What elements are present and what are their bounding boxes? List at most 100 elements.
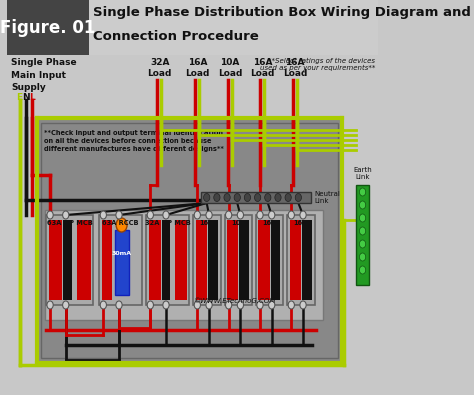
Bar [162, 220, 170, 300]
Bar [48, 220, 62, 300]
Circle shape [257, 211, 263, 219]
Text: 16A: 16A [262, 220, 276, 226]
Circle shape [206, 301, 212, 309]
Circle shape [359, 214, 366, 222]
Bar [302, 220, 312, 300]
Bar [46, 215, 93, 305]
Text: 16A: 16A [200, 220, 214, 226]
Circle shape [359, 201, 366, 209]
Circle shape [226, 301, 232, 309]
Bar [175, 220, 187, 300]
Circle shape [275, 194, 281, 201]
Bar [63, 220, 73, 300]
Circle shape [255, 194, 261, 201]
Text: 32A
Load: 32A Load [147, 58, 172, 78]
Bar [146, 215, 190, 305]
Bar [115, 230, 128, 295]
Circle shape [237, 211, 244, 219]
Circle shape [288, 211, 294, 219]
Text: ©WWW.ETechnoG.COM: ©WWW.ETechnoG.COM [193, 298, 275, 304]
Text: 63A RCCB: 63A RCCB [102, 220, 139, 226]
Circle shape [264, 194, 271, 201]
Circle shape [116, 211, 122, 219]
Circle shape [288, 301, 294, 309]
Circle shape [206, 211, 212, 219]
Circle shape [116, 301, 122, 309]
Circle shape [359, 266, 366, 274]
Circle shape [147, 301, 154, 309]
Circle shape [194, 301, 201, 309]
Circle shape [224, 194, 230, 201]
Text: Connection Procedure: Connection Procedure [93, 30, 259, 43]
Bar [7, 0, 378, 55]
Text: 10A
Load: 10A Load [218, 58, 242, 78]
Circle shape [63, 211, 69, 219]
Text: L: L [29, 93, 35, 102]
Bar [149, 220, 161, 300]
Bar [193, 215, 221, 305]
Text: 16A
Load: 16A Load [283, 58, 308, 78]
Bar [45, 210, 323, 320]
Text: 30mA: 30mA [111, 250, 132, 256]
Bar [256, 215, 283, 305]
Circle shape [163, 301, 169, 309]
Circle shape [163, 211, 169, 219]
Bar [208, 220, 218, 300]
Circle shape [100, 301, 107, 309]
Bar [356, 185, 369, 285]
Circle shape [194, 211, 201, 219]
Circle shape [244, 194, 251, 201]
Circle shape [300, 301, 306, 309]
Bar [77, 220, 91, 300]
Circle shape [116, 218, 127, 232]
Circle shape [100, 211, 107, 219]
Circle shape [214, 194, 220, 201]
Text: Single Phase
Main Input
Supply: Single Phase Main Input Supply [11, 58, 76, 92]
Text: 16A: 16A [293, 220, 308, 226]
Circle shape [285, 194, 292, 201]
Bar [196, 220, 207, 300]
Circle shape [226, 211, 232, 219]
Text: 16A
Load: 16A Load [250, 58, 274, 78]
Circle shape [257, 301, 263, 309]
Circle shape [203, 194, 210, 201]
Circle shape [300, 211, 306, 219]
Circle shape [359, 253, 366, 261]
Text: **Check input and output terminal identification
on all the devices before conne: **Check input and output terminal identi… [44, 130, 224, 152]
Text: Neutral
Link: Neutral Link [314, 191, 340, 204]
Text: E: E [17, 93, 23, 102]
Circle shape [269, 211, 275, 219]
Circle shape [63, 301, 69, 309]
Text: 63A DP MCB: 63A DP MCB [47, 220, 92, 226]
Bar [41, 123, 338, 358]
Bar [239, 220, 249, 300]
Circle shape [234, 194, 240, 201]
Circle shape [237, 301, 244, 309]
Bar [258, 220, 270, 300]
Circle shape [47, 211, 53, 219]
Text: 10A: 10A [231, 220, 245, 226]
Bar [225, 215, 252, 305]
Bar [290, 220, 301, 300]
Text: Figure. 01: Figure. 01 [0, 19, 96, 36]
Text: Single Phase Distribution Box Wiring Diagram and: Single Phase Distribution Box Wiring Dia… [93, 6, 471, 19]
Bar [271, 220, 280, 300]
Circle shape [147, 211, 154, 219]
Text: 16A
Load: 16A Load [185, 58, 210, 78]
Circle shape [295, 194, 301, 201]
Bar [201, 192, 311, 203]
Bar [100, 215, 143, 305]
Text: 32A DP MCB: 32A DP MCB [145, 220, 191, 226]
Text: **Select ratings of the devices
used as per your requirements**: **Select ratings of the devices used as … [260, 58, 375, 71]
Circle shape [47, 301, 53, 309]
Bar [287, 215, 315, 305]
Circle shape [269, 301, 275, 309]
Circle shape [359, 188, 366, 196]
Circle shape [359, 240, 366, 248]
Bar [102, 220, 112, 300]
Text: N: N [22, 93, 29, 102]
Text: Earth
Link: Earth Link [353, 167, 372, 180]
Circle shape [359, 227, 366, 235]
Bar [227, 220, 238, 300]
Bar [7, 0, 89, 55]
